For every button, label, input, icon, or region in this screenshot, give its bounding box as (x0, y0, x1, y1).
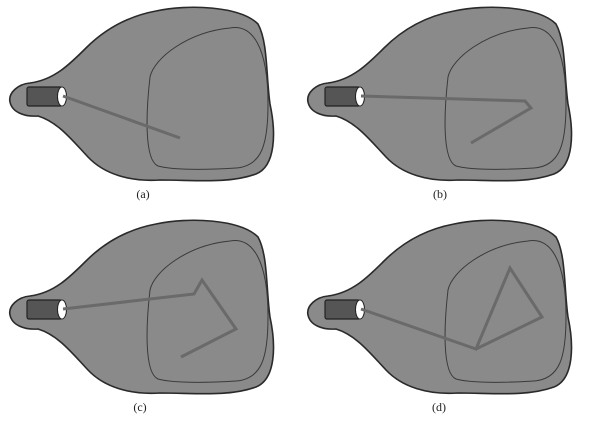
electron-beam (360, 264, 545, 351)
panel-label-c: (c) (133, 400, 146, 414)
panel-a: (a) (8, 6, 275, 201)
panel-label-a: (a) (136, 187, 149, 201)
electron-beam (360, 94, 534, 145)
electron-gun-icon (324, 299, 365, 320)
panel-c: (c) (8, 219, 275, 414)
panel-label-b: (b) (433, 187, 447, 201)
panel-label-d: (d) (432, 400, 446, 414)
electron-gun-icon (26, 86, 67, 107)
electron-beam (62, 94, 181, 140)
electron-gun-icon (26, 299, 67, 320)
electron-beam (62, 277, 239, 359)
panel-b: (b) (306, 6, 573, 201)
panel-d: (d) (306, 219, 573, 414)
electron-gun-icon (324, 86, 365, 107)
